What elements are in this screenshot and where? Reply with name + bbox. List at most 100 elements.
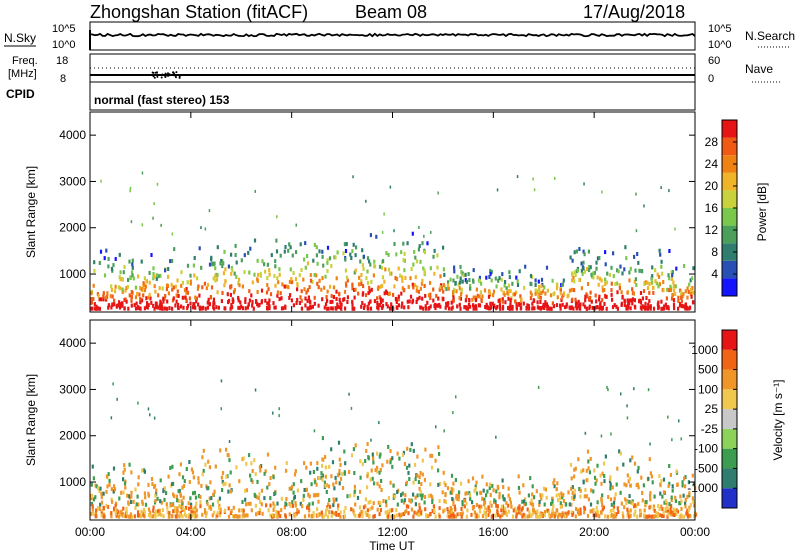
heatmap-cell — [633, 387, 635, 391]
heatmap-cell — [378, 470, 381, 475]
heatmap-cell — [376, 507, 379, 512]
heatmap-cell — [219, 261, 222, 266]
heatmap-cell — [123, 265, 126, 269]
heatmap-cell — [476, 293, 479, 298]
heatmap-cell — [582, 260, 585, 265]
heatmap-cell — [447, 509, 450, 514]
heatmap-cell — [518, 490, 521, 495]
heatmap-cell — [426, 300, 429, 305]
heatmap-cell — [351, 302, 354, 307]
heatmap-cell — [298, 301, 301, 305]
heatmap-cell — [420, 496, 423, 501]
heatmap-cell — [210, 257, 213, 262]
heatmap-cell — [680, 499, 683, 504]
ytick-label: 3000 — [59, 174, 86, 188]
heatmap-cell — [241, 500, 244, 504]
heatmap-cell — [376, 287, 380, 291]
heatmap-cell — [408, 498, 411, 503]
heatmap-cell — [456, 497, 459, 501]
heatmap-cell — [130, 470, 133, 475]
heatmap-cell — [365, 448, 368, 453]
heatmap-cell — [177, 489, 180, 494]
heatmap-cell — [437, 191, 439, 195]
heatmap-cell — [465, 501, 468, 506]
heatmap-cell — [600, 499, 603, 504]
colorbar-swatch — [722, 260, 737, 279]
heatmap-cell — [296, 287, 299, 292]
heatmap-cell — [540, 277, 544, 282]
heatmap-cell — [209, 504, 212, 509]
heatmap-cell — [315, 273, 318, 278]
heatmap-cell — [110, 284, 113, 289]
heatmap-cell — [668, 481, 671, 486]
heatmap-cell — [386, 509, 389, 514]
heatmap-cell — [268, 298, 271, 303]
heatmap-cell — [127, 306, 130, 311]
heatmap-cell — [668, 189, 670, 193]
heatmap-cell — [346, 494, 349, 499]
heatmap-cell — [107, 472, 110, 477]
heatmap-cell — [259, 273, 262, 278]
heatmap-cell — [504, 280, 507, 284]
heatmap-cell — [337, 440, 341, 445]
xtick-label: 16:00 — [478, 525, 508, 539]
heatmap-cell — [343, 289, 347, 294]
heatmap-cell — [475, 514, 478, 519]
heatmap-cell — [680, 437, 682, 441]
heatmap-cell — [458, 490, 461, 495]
heatmap-cell — [370, 287, 373, 292]
heatmap-cell — [460, 279, 463, 284]
heatmap-cell — [191, 305, 195, 310]
heatmap-cell — [300, 298, 303, 303]
heatmap-cell — [415, 300, 418, 304]
heatmap-cell — [102, 506, 105, 511]
heatmap-cell — [651, 480, 654, 485]
heatmap-cell — [373, 299, 376, 304]
heatmap-cell — [385, 503, 388, 508]
heatmap-cell — [351, 299, 354, 304]
heatmap-cell — [99, 502, 102, 507]
heatmap-cell — [290, 298, 293, 303]
heatmap-cell — [321, 463, 324, 468]
heatmap-cell — [244, 297, 247, 302]
heatmap-cell — [92, 476, 95, 481]
heatmap-cell — [652, 306, 656, 311]
heatmap-cell — [115, 513, 118, 518]
heatmap-cell — [664, 499, 668, 503]
heatmap-cell — [359, 459, 362, 464]
heatmap-cell — [595, 305, 598, 310]
heatmap-cell — [201, 285, 204, 290]
heatmap-cell — [122, 477, 125, 482]
heatmap-cell — [156, 496, 159, 501]
heatmap-cell — [498, 491, 501, 496]
heatmap-cell — [137, 475, 140, 480]
heatmap-cell — [215, 305, 218, 310]
heatmap-cell — [394, 296, 397, 301]
heatmap-cell — [597, 282, 600, 287]
heatmap-cell — [622, 462, 625, 467]
heatmap-cell — [294, 503, 297, 508]
heatmap-cell — [532, 306, 535, 311]
heatmap-cell — [507, 509, 510, 514]
heatmap-cell — [112, 263, 115, 268]
heatmap-cell — [432, 504, 435, 509]
heatmap-cell — [309, 278, 313, 283]
heatmap-cell — [488, 290, 491, 295]
heatmap-cell — [411, 298, 415, 303]
heatmap-cell — [504, 300, 507, 305]
heatmap-cell — [638, 268, 641, 273]
heatmap-cell — [431, 495, 434, 500]
heatmap-cell — [366, 513, 369, 517]
heatmap-cell — [536, 300, 539, 305]
heatmap-cell — [263, 471, 266, 476]
heatmap-cell — [641, 296, 644, 301]
heatmap-cell — [196, 276, 199, 281]
heatmap-cell — [333, 511, 336, 516]
heatmap-cell — [658, 507, 661, 511]
heatmap-cell — [296, 508, 299, 513]
heatmap-cell — [307, 295, 310, 300]
heatmap-cell — [189, 496, 192, 501]
heatmap-cell — [610, 288, 613, 293]
heatmap-cell — [509, 298, 512, 303]
